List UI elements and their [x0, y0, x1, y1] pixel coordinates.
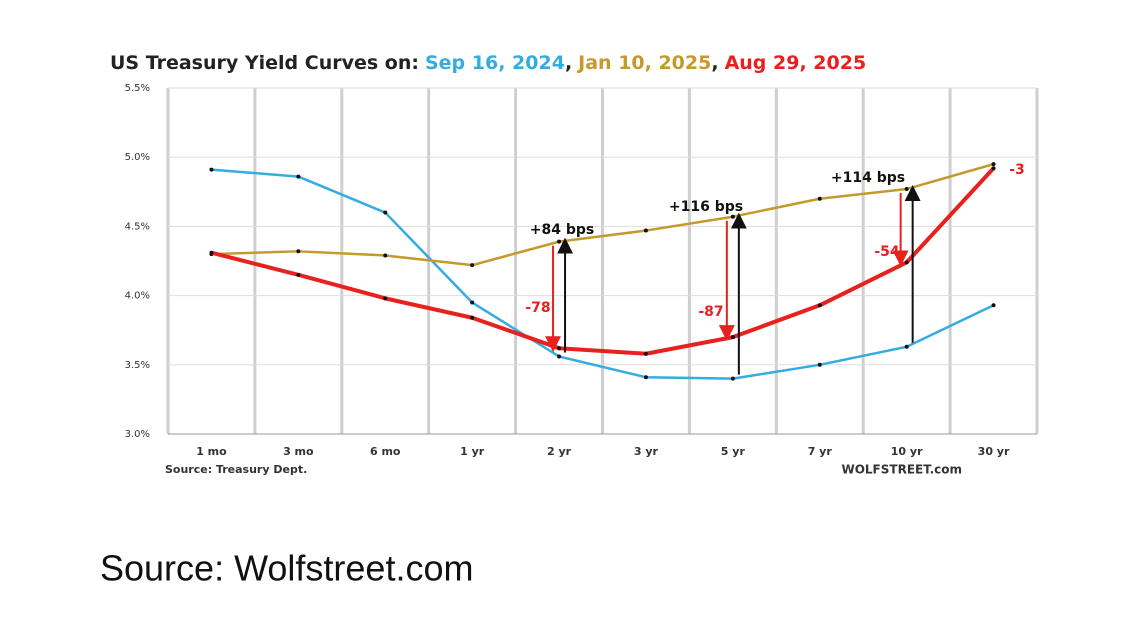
x-tick-label: 30 yr [978, 445, 1010, 458]
data-point [991, 303, 996, 308]
x-tick-label: 6 mo [370, 445, 401, 458]
data-point [991, 162, 996, 167]
data-point [557, 239, 562, 244]
y-tick-label: 3.5% [125, 360, 150, 371]
legend-entry: Jan 10, 2025 [576, 52, 711, 74]
legend-entry: Aug 29, 2025 [725, 52, 867, 74]
title-separator: , [711, 52, 718, 74]
annotation: +114 bps [831, 170, 905, 186]
x-tick-label: 1 yr [460, 445, 485, 458]
y-tick-label: 4.5% [125, 221, 150, 232]
data-point [209, 250, 214, 255]
brand-note: WOLFSTREET.com [841, 463, 962, 477]
x-tick-label: 3 mo [283, 445, 314, 458]
data-point [470, 300, 475, 305]
data-point [643, 351, 648, 356]
data-point [557, 346, 562, 351]
title-separator: , [565, 52, 572, 74]
data-point [817, 303, 822, 308]
y-tick-label: 4.0% [125, 291, 150, 302]
data-point [296, 249, 301, 254]
data-point [817, 362, 822, 367]
data-point [643, 228, 648, 233]
data-point [904, 344, 909, 349]
data-point [991, 166, 996, 171]
chart-title: US Treasury Yield Curves on: Sep 16, 2024… [110, 52, 866, 74]
data-point [730, 335, 735, 340]
data-point [817, 196, 822, 201]
source-note: Source: Treasury Dept. [165, 463, 307, 476]
data-point [383, 296, 388, 301]
data-point [383, 253, 388, 258]
caption: Source: Wolfstreet.com [100, 548, 473, 589]
data-point [470, 315, 475, 320]
annotation: -54 [874, 244, 900, 260]
data-point [557, 354, 562, 359]
data-point [470, 263, 475, 268]
annotation: +116 bps [669, 199, 743, 215]
x-tick-label: 7 yr [808, 445, 833, 458]
x-tick-label: 10 yr [891, 445, 923, 458]
annotation: -78 [525, 300, 550, 316]
annotation: -87 [698, 304, 723, 320]
legend-entry: Sep 16, 2024 [425, 52, 565, 74]
data-point [730, 376, 735, 381]
annotation: +84 bps [530, 222, 594, 238]
data-point [296, 272, 301, 277]
data-point [383, 210, 388, 215]
y-tick-label: 5.0% [125, 152, 150, 163]
data-point [643, 375, 648, 380]
x-tick-label: 1 mo [196, 445, 227, 458]
x-tick-label: 2 yr [547, 445, 572, 458]
x-tick-label: 3 yr [634, 445, 659, 458]
series-line [211, 162, 994, 267]
data-point [209, 167, 214, 172]
annotation: -3 [1009, 162, 1025, 178]
x-tick-label: 5 yr [721, 445, 746, 458]
data-point [904, 187, 909, 192]
y-tick-label: 5.5% [125, 83, 150, 94]
data-point [296, 174, 301, 179]
series-line [211, 168, 995, 380]
series-line [210, 166, 996, 356]
y-tick-label: 3.0% [125, 429, 150, 440]
data-point [904, 260, 909, 265]
title-text: US Treasury Yield Curves on: [110, 52, 419, 74]
data-point [730, 214, 735, 219]
